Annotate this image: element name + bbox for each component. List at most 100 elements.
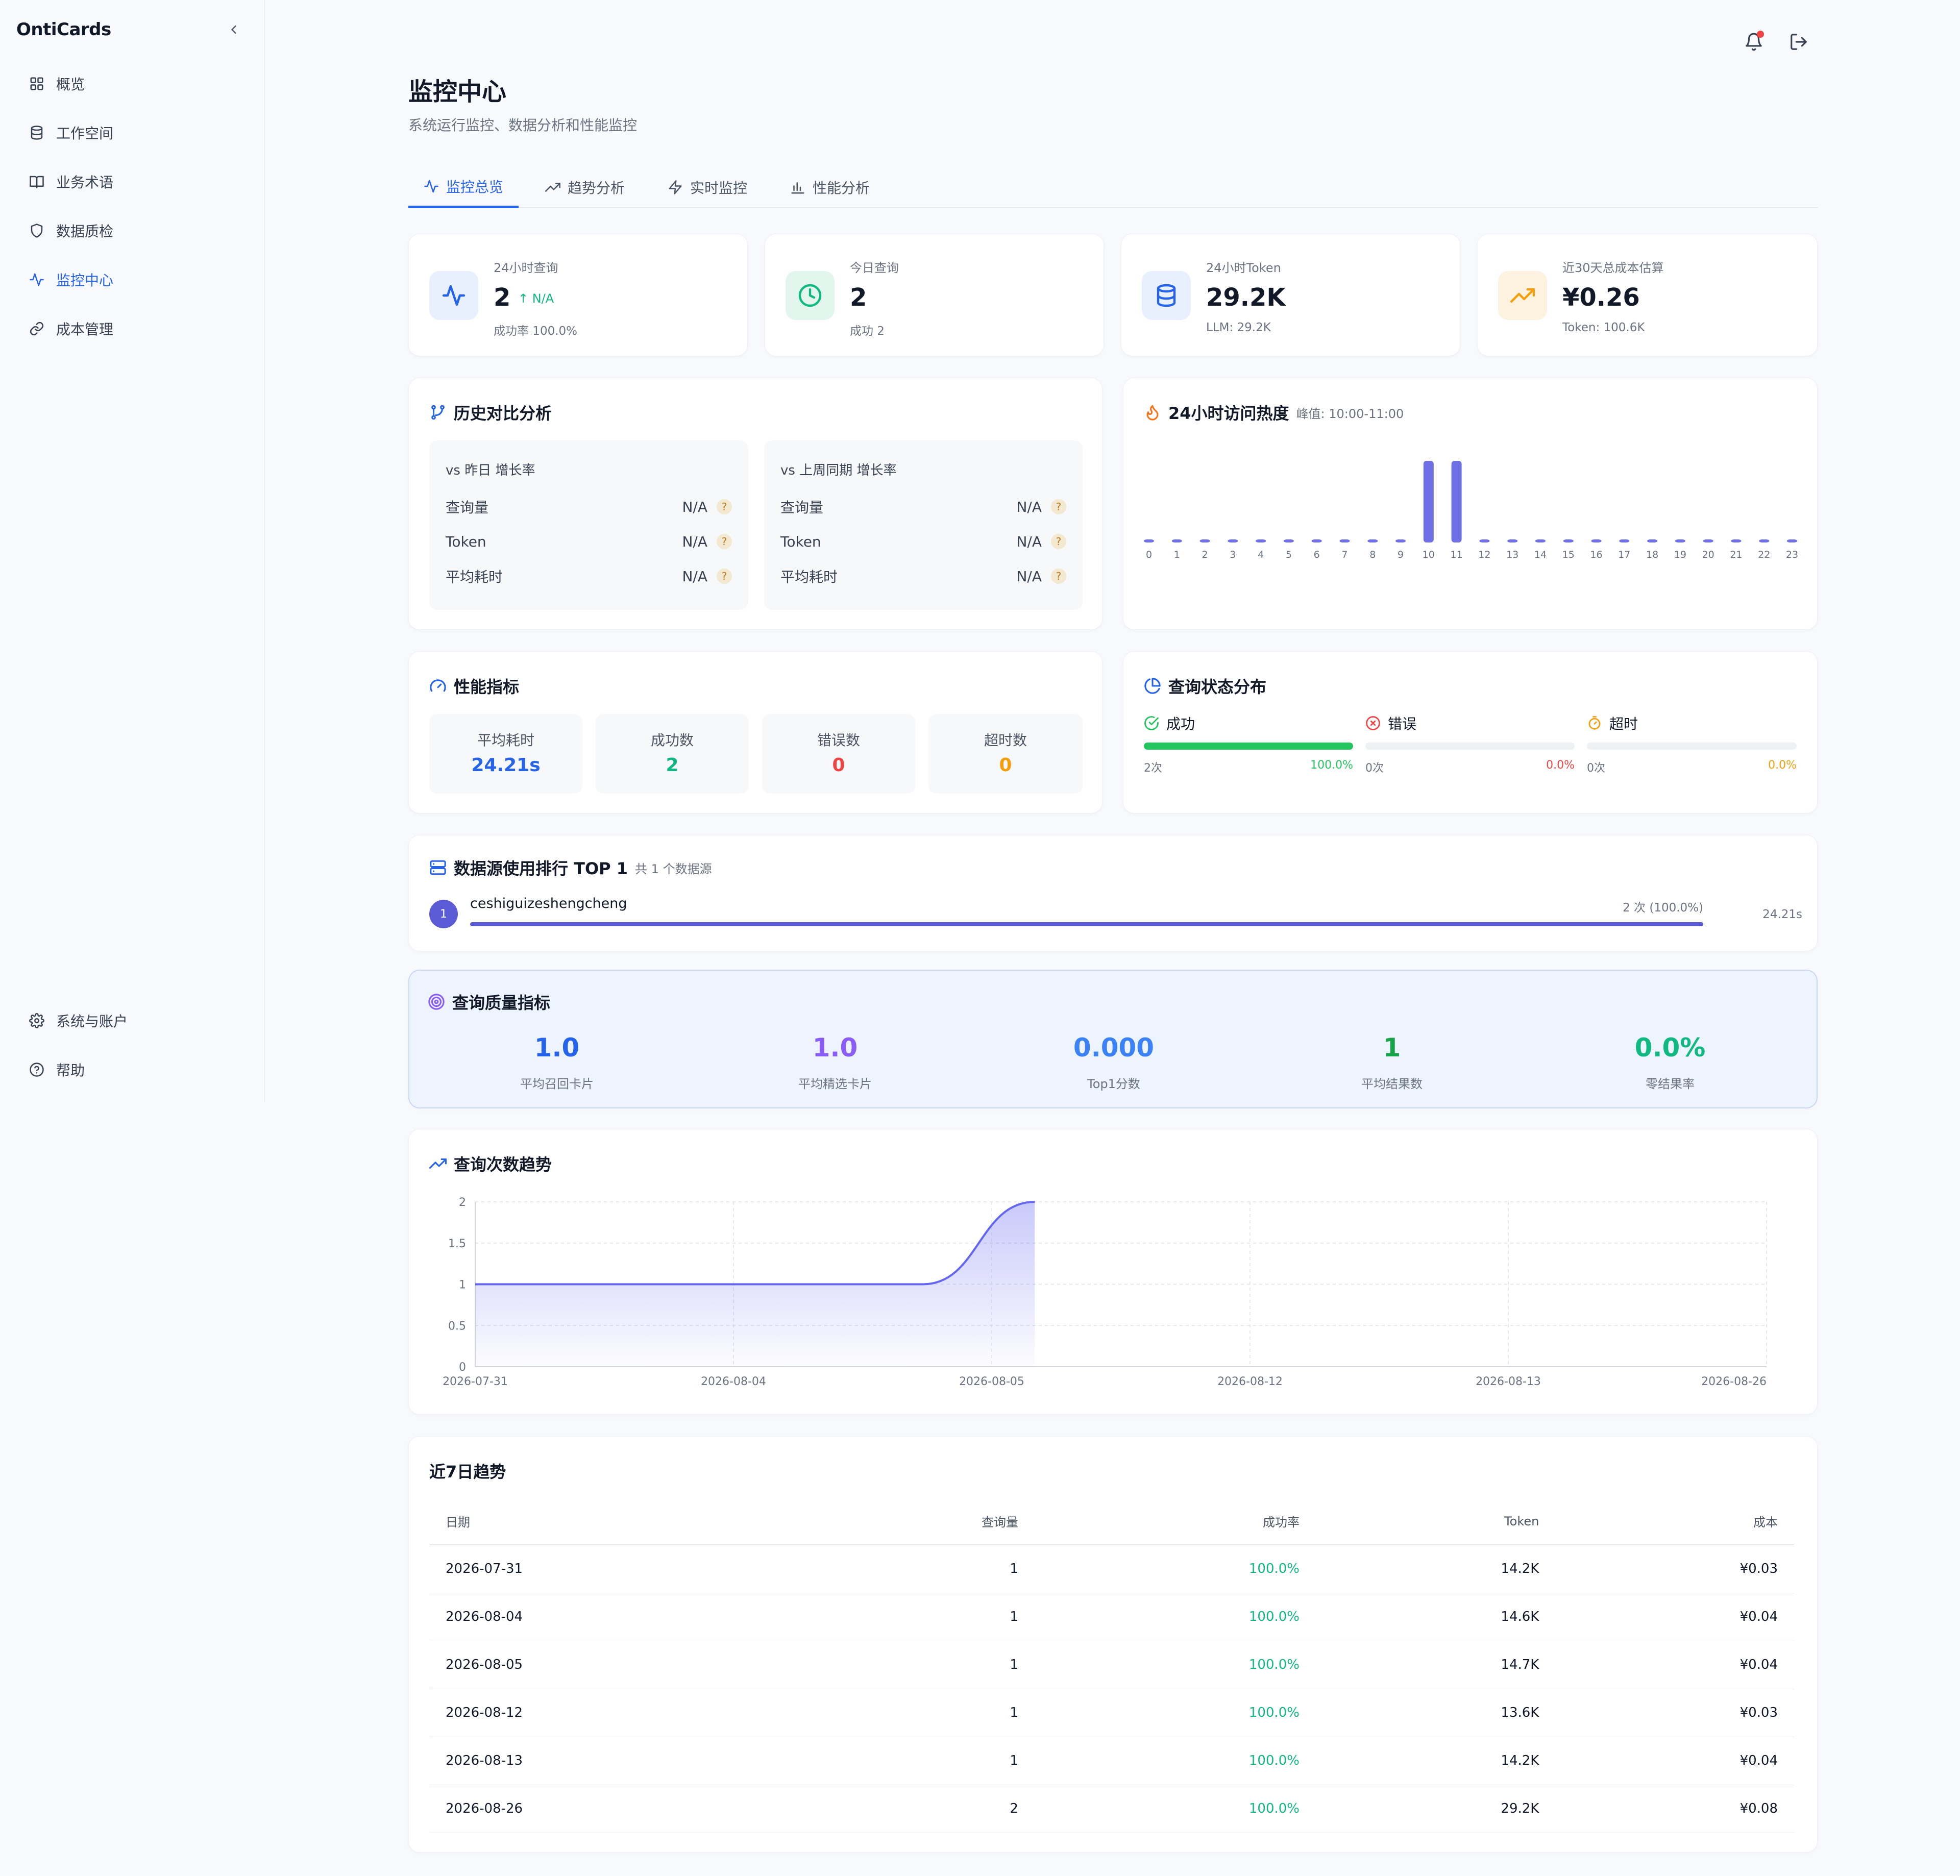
heat-bar[interactable]: [1367, 539, 1378, 542]
stat-sub: Token: 100.6K: [1562, 321, 1645, 334]
card-title-text: 性能指标: [454, 677, 520, 697]
cell-queries: 1: [800, 1641, 1035, 1689]
timer-icon: [1588, 716, 1601, 730]
heat-bar[interactable]: [1171, 539, 1182, 542]
tab-performance[interactable]: 性能分析: [775, 166, 885, 208]
tab-trend[interactable]: 趋势分析: [530, 166, 640, 208]
row-value: N/A: [682, 567, 707, 585]
tab-overview[interactable]: 监控总览: [408, 166, 519, 208]
logout-button[interactable]: [1786, 30, 1811, 54]
stat-value: 2: [850, 283, 867, 312]
help-icon[interactable]: ?: [717, 499, 732, 514]
metric-avg-time: 平均耗时 24.21s: [429, 714, 582, 794]
x-tick-label: 2026-08-26: [1701, 1375, 1767, 1388]
heat-bar[interactable]: [1759, 539, 1770, 542]
notifications-button[interactable]: [1742, 30, 1766, 54]
heat-bar[interactable]: [1339, 539, 1350, 542]
pie-chart-icon: [1144, 678, 1161, 694]
heat-bar[interactable]: [1479, 539, 1490, 542]
quality-metric: 1.0 平均召回卡片: [445, 1033, 669, 1092]
help-icon[interactable]: ?: [1051, 569, 1066, 584]
datasource-row[interactable]: 1 ceshiguizeshengcheng 2 次 (100.0%) 24.2…: [429, 896, 1802, 932]
heat-bar[interactable]: [1619, 539, 1630, 542]
tab-label: 实时监控: [690, 180, 748, 196]
x-tick-label: 2026-07-31: [443, 1375, 508, 1388]
heat-hour-label: 16: [1590, 549, 1602, 560]
tab-realtime[interactable]: 实时监控: [652, 166, 763, 208]
x-tick-label: 2026-08-12: [1217, 1375, 1283, 1388]
stat-trend: ↑ N/A: [518, 291, 554, 306]
sidebar-item-glossary[interactable]: 业务术语: [0, 165, 265, 198]
heat-bar[interactable]: [1144, 539, 1154, 542]
heat-bar[interactable]: [1591, 539, 1602, 542]
heat-bar[interactable]: [1283, 539, 1294, 542]
heat-bar[interactable]: [1563, 539, 1574, 542]
heat-bar[interactable]: [1311, 539, 1322, 542]
comparison-row: 查询量 N/A?: [446, 497, 732, 517]
zap-icon: [669, 180, 682, 194]
column-header-date[interactable]: 日期: [429, 1498, 800, 1545]
heat-hour-label: 12: [1478, 549, 1490, 560]
heat-card: 24小时访问热度 峰值: 10:00-11:00 0 1 2 3 4 5 6 7 8 9 10 11 1…: [1123, 378, 1818, 630]
card-title: 性能指标: [429, 674, 519, 698]
sidebar-item-monitoring[interactable]: 监控中心: [0, 263, 265, 296]
check-circle-icon: [1144, 716, 1159, 730]
heat-bar[interactable]: [1731, 539, 1742, 542]
datasource-card: 数据源使用排行 TOP 1 共 1 个数据源 1 ceshiguizesheng…: [408, 835, 1818, 951]
table-row: 2026-07-31 1 100.0% 14.2K ¥0.03: [429, 1545, 1794, 1593]
heat-bar[interactable]: [1256, 539, 1266, 542]
sidebar-item-settings[interactable]: 系统与账户: [0, 1004, 265, 1037]
sidebar-item-workspace[interactable]: 工作空间: [0, 116, 265, 149]
card-title-text: 查询质量指标: [452, 993, 551, 1013]
status-percent: 100.0%: [1310, 759, 1353, 772]
sidebar-item-help[interactable]: 帮助: [0, 1053, 265, 1086]
performance-card: 性能指标 平均耗时 24.21s 成功数 2 错误数 0 超时数 0: [408, 651, 1102, 813]
quality-value: 0.000: [1073, 1033, 1155, 1063]
stat-label: 近30天总成本估算: [1562, 261, 1664, 275]
quality-label: 平均精选卡片: [798, 1077, 872, 1091]
cell-token: 14.2K: [1316, 1737, 1556, 1785]
heat-bar[interactable]: [1395, 539, 1406, 542]
stat-label: 今日查询: [850, 261, 899, 275]
status-card: 查询状态分布 成功 2次 100.0% 错误 0次 0.0% 超时 0次 0.0…: [1123, 651, 1818, 813]
link-icon: [29, 320, 45, 337]
card-title-text: 查询状态分布: [1168, 677, 1267, 697]
column-header-cost[interactable]: 成本: [1555, 1498, 1794, 1545]
card-title-text: 查询次数趋势: [454, 1155, 552, 1174]
column-header-success-rate[interactable]: 成功率: [1034, 1498, 1316, 1545]
quality-metric: 1 平均结果数: [1280, 1033, 1504, 1092]
comparison-box-last-week: vs 上周同期 增长率 查询量 N/A? Token N/A? 平均耗时 N/A?: [764, 440, 1083, 610]
collapse-sidebar-button[interactable]: [225, 20, 243, 39]
heat-bar[interactable]: [1228, 539, 1238, 542]
heat-bar[interactable]: [1703, 539, 1713, 542]
heat-bar[interactable]: [1199, 539, 1210, 542]
cell-cost: ¥0.04: [1555, 1593, 1794, 1641]
column-header-token[interactable]: Token: [1316, 1498, 1556, 1545]
cell-success-rate: 100.0%: [1034, 1785, 1316, 1833]
heat-bar[interactable]: [1507, 539, 1518, 542]
x-tick-label: 2026-08-05: [959, 1375, 1024, 1388]
column-header-queries[interactable]: 查询量: [800, 1498, 1035, 1545]
help-icon[interactable]: ?: [1051, 499, 1066, 514]
heat-bar[interactable]: [1535, 539, 1546, 542]
metric-label: 超时数: [984, 732, 1027, 749]
heat-bar[interactable]: [1787, 539, 1797, 542]
datasource-time: 24.21s: [1762, 908, 1802, 921]
sidebar-item-cost[interactable]: 成本管理: [0, 312, 265, 345]
row-label: 查询量: [446, 499, 489, 516]
help-icon[interactable]: ?: [717, 569, 732, 584]
heat-bar[interactable]: [1647, 539, 1658, 542]
sidebar-item-overview[interactable]: 概览: [0, 67, 265, 100]
status-count: 0次: [1365, 762, 1384, 775]
heat-bar[interactable]: [1423, 461, 1434, 542]
status-track: [1365, 743, 1575, 750]
row-value: N/A: [1016, 498, 1042, 515]
heat-bar[interactable]: [1451, 461, 1462, 542]
y-tick-label: 0.5: [448, 1320, 466, 1332]
help-icon[interactable]: ?: [717, 534, 732, 549]
heat-bar[interactable]: [1675, 539, 1685, 542]
help-icon[interactable]: ?: [1051, 534, 1066, 549]
sidebar-item-data-quality[interactable]: 数据质检: [0, 214, 265, 247]
cell-cost: ¥0.03: [1555, 1545, 1794, 1593]
heat-hour-label: 22: [1758, 549, 1770, 560]
